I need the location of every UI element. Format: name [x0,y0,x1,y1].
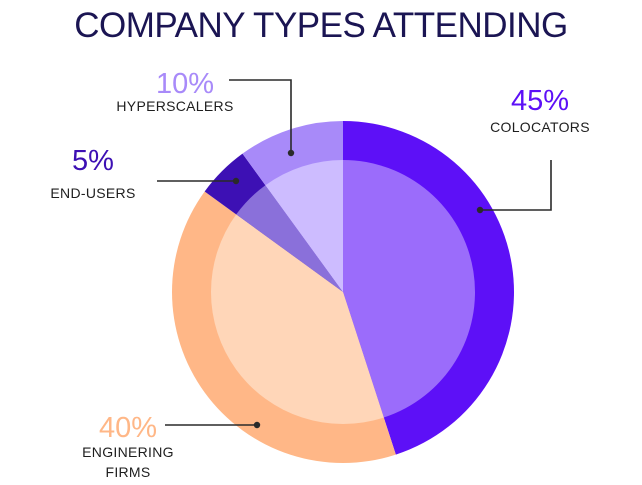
category-label-colocators: COLOCATORS [490,119,590,135]
percent-label-end-users: 5% [72,145,114,177]
percent-label-enginering-firms: 40% [99,412,157,444]
percent-label-hyperscalers: 10% [156,68,214,100]
leader-dot-colocators [476,206,484,214]
category-label-enginering-firms: ENGINERING [82,444,174,460]
leader-line-hyperscalers [229,79,292,153]
leader-line-colocators [480,160,552,211]
category-label-end-users: END-USERS [50,185,135,201]
percent-label-colocators: 45% [511,85,569,117]
inner-pie [210,160,476,425]
slice-inner-end-users [236,185,343,292]
category-label-hyperscalers: HYPERSCALERS [116,98,233,114]
slice-labels: 45% COLOCATORS 40%ENGINERING FIRMS 5% END-USE… [50,68,589,480]
slice-inner-hyperscalers [265,160,343,292]
chart-title: COMPANY TYPES ATTENDING [74,6,568,45]
leader-dot-end-users [232,177,240,185]
slice-inner-enginering-firms [210,214,384,425]
leader-dot-hyperscalers [287,149,295,157]
slice-inner-colocators [343,160,476,418]
leader-lines [157,79,552,429]
category-label-enginering-firms: FIRMS [105,464,150,480]
leader-dot-enginering-firms [253,421,261,429]
